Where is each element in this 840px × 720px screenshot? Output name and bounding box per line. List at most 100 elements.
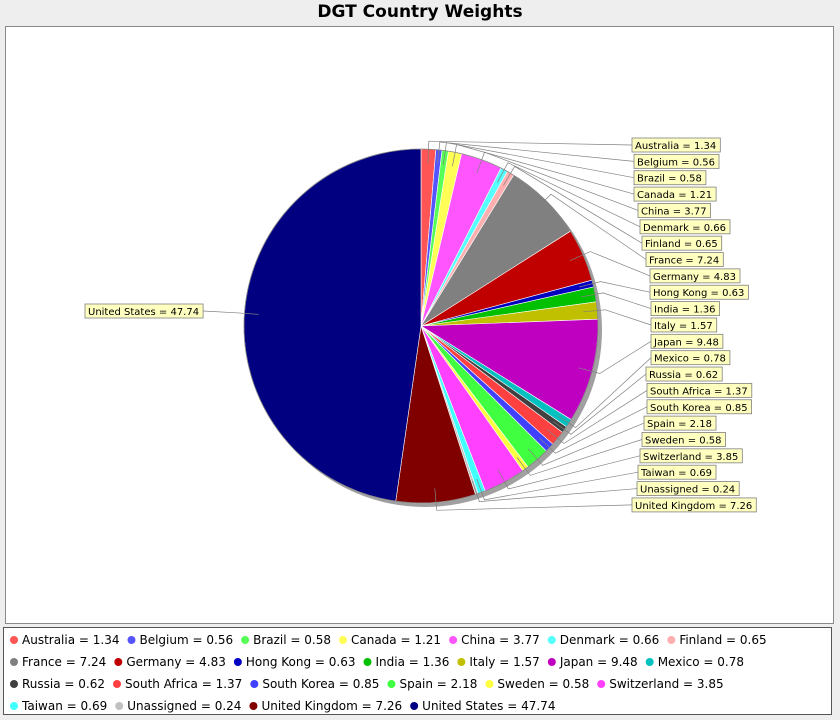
legend-label-china: China = 3.77 (461, 633, 540, 647)
leader-line-finland (503, 165, 643, 244)
slice-label-box-japan (650, 333, 724, 349)
legend-swatch-denmark (547, 636, 556, 644)
slice-label-taiwan: Taiwan = 0.69 (640, 468, 712, 479)
legend-label-australia: Australia = 1.34 (22, 633, 119, 647)
slice-label-australia: Australia = 1.34 (635, 141, 716, 152)
legend-label-brazil: Brazil = 0.58 (253, 633, 331, 647)
leader-line-china (476, 151, 639, 211)
leader-line-russia (552, 373, 647, 435)
legend-label-canada: Canada = 1.21 (351, 633, 441, 647)
legend-swatch-finland (667, 636, 676, 644)
legend-swatch-belgium (127, 636, 136, 644)
legend-swatch-canada (338, 636, 347, 644)
slice-label-box-united-kingdom (631, 497, 757, 513)
legend-label-finland: Finland = 0.65 (679, 633, 766, 647)
slice-label-box-france (645, 252, 724, 267)
slice-label-box-taiwan (637, 464, 717, 480)
leader-line-japan (578, 341, 652, 374)
legend-swatch-unassigned (115, 702, 124, 710)
leader-line-germany (569, 251, 651, 277)
legend-items: Australia = 1.34 Belgium = 0.56 Brazil = 0… (10, 633, 767, 713)
legend-label-belgium: Belgium = 0.56 (139, 633, 233, 647)
leader-line-canada (452, 144, 635, 195)
legend-label-sweden: Sweden = 0.58 (497, 677, 589, 691)
slice-label-sweden: Sweden = 0.58 (645, 435, 722, 446)
slice-label-box-italy (650, 317, 718, 333)
leader-line-united-kingdom (434, 488, 633, 511)
leader-line-mexico (556, 357, 652, 429)
slice-label-united-states: United States = 47.74 (88, 307, 199, 318)
legend-swatch-japan (547, 658, 556, 666)
leader-line-italy (583, 309, 652, 326)
slice-label-box-belgium (633, 153, 720, 169)
legend-label-mexico: Mexico = 0.78 (658, 655, 744, 669)
slice-label-mexico: Mexico = 0.78 (654, 354, 726, 365)
legend-swatch-taiwan (10, 702, 18, 710)
legend-label-south-africa: South Africa = 1.37 (125, 677, 242, 691)
legend-swatch-australia (10, 636, 18, 644)
leader-line-switzerland (497, 455, 641, 490)
leader-line-south-africa (546, 390, 648, 444)
legend-swatch-south-korea (250, 680, 259, 688)
pie-chart: Australia = 1.34 Belgium = 0.56 Brazil = 0… (84, 137, 757, 513)
legend-swatch-russia (10, 680, 18, 688)
slice-label-box-unassigned (636, 481, 740, 496)
legend-swatch-united-states (410, 702, 419, 710)
leader-line-south-korea (539, 406, 648, 454)
slice-label-south-africa: South Africa = 1.37 (650, 386, 748, 397)
slice-label-box-china (637, 203, 711, 218)
legend-swatch-france (10, 658, 18, 666)
slice-label-box-switzerland (639, 448, 743, 464)
legend-swatch-brazil (241, 636, 250, 644)
slice-label-box-russia (645, 366, 723, 382)
slice-label-box-canada (633, 186, 717, 202)
slice-label-canada: Canada = 1.21 (637, 190, 712, 201)
slice-label-switzerland: Switzerland = 3.85 (643, 452, 738, 463)
slice-label-box-finland (641, 235, 723, 251)
slice-label-china: China = 3.77 (641, 206, 707, 217)
slice-label-hong-kong: Hong Kong = 0.63 (653, 288, 744, 299)
legend-swatch-south-africa (113, 680, 121, 688)
leader-line-australia (427, 140, 633, 164)
legend-label-united-states: United States = 47.74 (422, 699, 555, 713)
legend-label-france: France = 7.24 (22, 655, 106, 669)
slice-label-india: India = 1.36 (654, 305, 716, 316)
slice-label-box-brazil (633, 170, 707, 186)
plot-area: Australia = 1.34 Belgium = 0.56 Brazil = 0… (5, 26, 834, 624)
slice-label-france: France = 7.24 (649, 256, 719, 267)
legend-swatch-mexico (645, 658, 654, 666)
leader-line-belgium (437, 141, 635, 165)
chart-title: DGT Country Weights (317, 2, 523, 22)
legend-swatch-china (449, 636, 458, 644)
slice-label-south-korea: South Korea = 0.85 (650, 403, 748, 414)
legend-swatch-switzerland (597, 680, 606, 688)
slice-label-russia: Russia = 0.62 (649, 370, 718, 381)
legend-label-denmark: Denmark = 0.66 (560, 633, 660, 647)
legend-label-unassigned: Unassigned = 0.24 (127, 699, 241, 713)
leader-line-sweden (516, 439, 643, 476)
legend-label-spain: Spain = 2.18 (399, 677, 477, 691)
slice-label-denmark: Denmark = 0.66 (643, 223, 726, 234)
slice-label-italy: Italy = 1.57 (654, 321, 713, 332)
legend-label-south-korea: South Korea = 0.85 (262, 677, 379, 691)
slice-label-spain: Spain = 2.18 (647, 419, 712, 430)
slice-label-japan: Japan = 9.48 (653, 337, 719, 348)
slice-label-box-south-korea (646, 399, 752, 415)
legend: Australia = 1.34 Belgium = 0.56 Brazil = 0… (3, 627, 832, 715)
leader-line-hong-kong (579, 281, 651, 293)
slice-label-box-hong-kong (649, 284, 749, 300)
slice-label-box-denmark (639, 219, 731, 235)
pie-slice-united-states (243, 148, 422, 502)
slice-label-box-mexico (650, 350, 731, 366)
leader-line-india (581, 292, 652, 309)
slice-label-belgium: Belgium = 0.56 (637, 157, 715, 168)
slice-label-united-kingdom: United Kingdom = 7.26 (635, 501, 752, 512)
legend-label-japan: Japan = 9.48 (559, 655, 638, 669)
legend-swatch-united-kingdom (249, 702, 258, 710)
slice-label-brazil: Brazil = 0.58 (637, 174, 702, 185)
slice-label-germany: Germany = 4.83 (653, 272, 736, 283)
pie-outline (243, 148, 599, 504)
slice-label-box-sweden (641, 432, 726, 447)
leader-line-united-states (203, 310, 259, 315)
slice-label-box-india (650, 301, 720, 317)
